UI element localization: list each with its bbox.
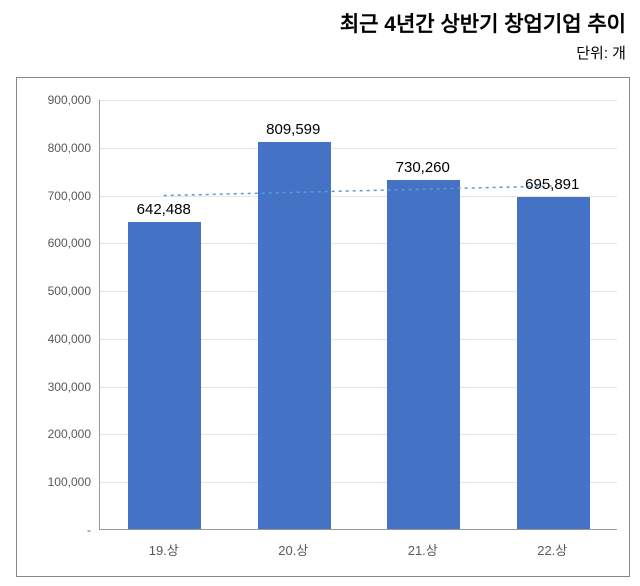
x-axis-label: 22.상 (537, 540, 567, 559)
y-axis-label: 800,000 (48, 141, 91, 155)
bar (128, 222, 201, 529)
y-axis-label: 200,000 (48, 427, 91, 441)
bar (517, 197, 590, 529)
chart-subtitle: 단위: 개 (0, 38, 640, 71)
chart-container: - 100,000 200,000 300,000 400,000 500,000 600,… (16, 77, 630, 577)
y-axis-label: 600,000 (48, 236, 91, 250)
bar (258, 142, 331, 529)
y-axis-label: 900,000 (48, 93, 91, 107)
x-axis-label: 20.상 (278, 540, 308, 559)
gridline (100, 148, 617, 149)
x-axis-label: 21.상 (408, 540, 438, 559)
x-axis-label: 19.상 (149, 540, 179, 559)
y-axis-label: 400,000 (48, 332, 91, 346)
y-axis-label: 500,000 (48, 284, 91, 298)
chart-title: 최근 4년간 상반기 창업기업 추이 (0, 0, 640, 38)
y-axis-label: - (87, 523, 91, 537)
bar-value-label: 730,260 (396, 159, 450, 176)
gridline (100, 100, 617, 101)
bar-value-label: 809,599 (266, 121, 320, 138)
plot-area (99, 100, 617, 530)
bar-value-label: 642,488 (137, 201, 191, 218)
bar (387, 180, 460, 529)
y-axis-label: 300,000 (48, 380, 91, 394)
bar-value-label: 695,891 (525, 176, 579, 193)
y-axis-label: 100,000 (48, 475, 91, 489)
y-axis-label: 700,000 (48, 189, 91, 203)
chart-inner: - 100,000 200,000 300,000 400,000 500,000 600,… (17, 78, 629, 576)
